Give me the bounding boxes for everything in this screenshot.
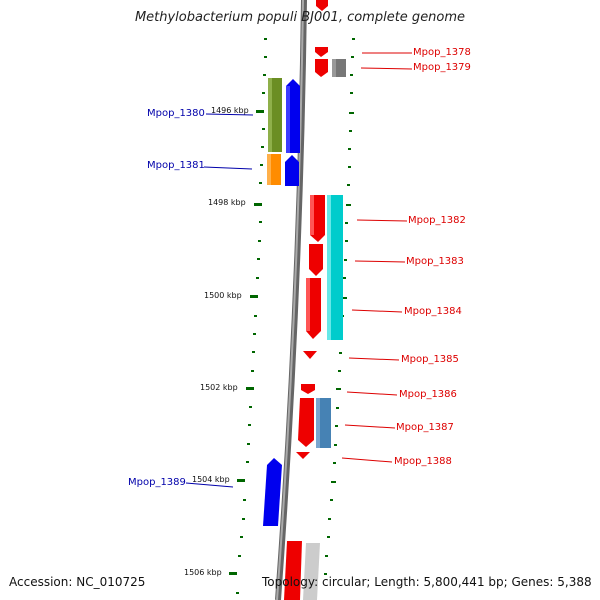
gene-bottom-red-block[interactable] [284, 541, 302, 600]
gene-mpop-1378-block[interactable] [315, 47, 328, 57]
gene-mpop-1380-highlight [286, 86, 290, 153]
gene-label-mpop-1386[interactable]: Mpop_1386 [399, 389, 457, 400]
gene-mpop-1384-highlight [306, 278, 310, 331]
map-title: Methylobacterium populi BJ001, complete … [134, 10, 466, 25]
left-dotted-track [236, 38, 267, 594]
gene-mpop-1377-block[interactable] [316, 0, 328, 11]
gene-label-mpop-1383[interactable]: Mpop_1383 [406, 256, 464, 267]
scale-label-1504: 1504 kbp [192, 475, 230, 484]
gene-gray-highlight [332, 59, 336, 77]
gene-mpop-1382-highlight [310, 195, 314, 235]
scale-label-1500: 1500 kbp [204, 291, 242, 300]
gene-label-mpop-1389[interactable]: Mpop_1389 [128, 477, 186, 488]
gene-olive-highlight [268, 78, 272, 152]
gene-label-mpop-1385[interactable]: Mpop_1385 [401, 354, 459, 365]
gene-label-mpop-1380[interactable]: Mpop_1380 [147, 108, 205, 119]
accession-text: Accession: NC_010725 [9, 575, 146, 589]
gene-label-mpop-1382[interactable]: Mpop_1382 [408, 215, 466, 226]
topology-text: Topology: circular; Length: 5,800,441 bp… [262, 575, 592, 589]
gene-mpop-1386-block[interactable] [301, 384, 315, 394]
scale-ticks [229, 110, 264, 575]
genome-backbone-highlight [276, 0, 304, 600]
scale-label-1498: 1498 kbp [208, 198, 246, 207]
gene-mpop-1389-block[interactable] [263, 458, 282, 526]
gene-mpop-1381-block[interactable] [285, 155, 299, 186]
gene-label-mpop-1384[interactable]: Mpop_1384 [404, 306, 462, 317]
gene-label-mpop-1379[interactable]: Mpop_1379 [413, 62, 471, 73]
gene-label-mpop-1378[interactable]: Mpop_1378 [413, 47, 471, 58]
gene-mpop-1385-block[interactable] [303, 351, 317, 359]
scale-label-1502: 1502 kbp [200, 383, 238, 392]
gene-mpop-1379-block[interactable] [315, 59, 328, 77]
scale-label-1506: 1506 kbp [184, 568, 222, 577]
gene-label-mpop-1388[interactable]: Mpop_1388 [394, 456, 452, 467]
red-leader-lines [341, 52, 413, 463]
gene-label-mpop-1387[interactable]: Mpop_1387 [396, 422, 454, 433]
gene-bottom-gray-block[interactable] [303, 543, 320, 600]
gene-label-mpop-1381[interactable]: Mpop_1381 [147, 160, 205, 171]
gene-orange-highlight [267, 154, 271, 185]
gene-mpop-1388-block[interactable] [296, 452, 310, 459]
gene-mpop-1387-block[interactable] [298, 398, 314, 447]
scale-label-1496: 1496 kbp [211, 106, 249, 115]
gene-mpop-1383-block[interactable] [309, 244, 323, 276]
blue-leader-lines [185, 113, 254, 488]
gene-steel-highlight [316, 398, 320, 448]
gene-cyan-highlight [327, 195, 331, 340]
